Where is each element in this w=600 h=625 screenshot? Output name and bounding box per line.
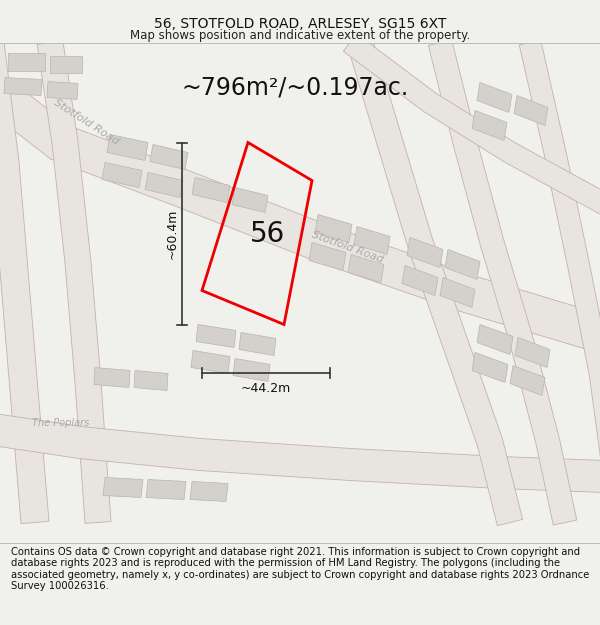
Text: Map shows position and indicative extent of the property.: Map shows position and indicative extent… [130,29,470,42]
Polygon shape [0,412,600,494]
Text: ~60.4m: ~60.4m [166,208,179,259]
Polygon shape [4,78,42,96]
Polygon shape [347,39,523,526]
Polygon shape [102,162,142,188]
Polygon shape [440,278,475,308]
Polygon shape [191,351,230,374]
Polygon shape [196,324,236,348]
Text: ~796m²/~0.197ac.: ~796m²/~0.197ac. [181,76,409,99]
Polygon shape [232,188,268,213]
Polygon shape [407,238,443,268]
Polygon shape [428,39,577,525]
Polygon shape [510,366,545,396]
Polygon shape [515,338,550,367]
Polygon shape [472,111,507,141]
Polygon shape [146,479,186,499]
Polygon shape [103,478,143,498]
Polygon shape [239,332,276,356]
Polygon shape [519,40,600,484]
Polygon shape [37,41,111,523]
Polygon shape [445,249,480,279]
Polygon shape [107,134,148,161]
Text: Stotfold Road: Stotfold Road [52,98,121,148]
Polygon shape [47,81,78,99]
Polygon shape [514,96,548,126]
Polygon shape [477,324,513,354]
Text: The Poplars: The Poplars [32,418,89,428]
Polygon shape [134,371,168,391]
Text: ~44.2m: ~44.2m [241,382,291,395]
Text: Stotfold Road: Stotfold Road [310,230,385,265]
Polygon shape [94,368,130,388]
Text: Contains OS data © Crown copyright and database right 2021. This information is : Contains OS data © Crown copyright and d… [11,547,589,591]
Polygon shape [354,226,390,254]
Polygon shape [315,214,352,243]
Polygon shape [192,177,230,202]
Polygon shape [477,82,512,112]
Polygon shape [472,352,508,382]
Polygon shape [145,173,183,198]
Text: 56: 56 [250,221,286,249]
Polygon shape [348,254,384,282]
Polygon shape [190,481,228,501]
Polygon shape [0,41,49,524]
Text: 56, STOTFOLD ROAD, ARLESEY, SG15 6XT: 56, STOTFOLD ROAD, ARLESEY, SG15 6XT [154,17,446,31]
Polygon shape [50,56,82,72]
Polygon shape [402,266,438,296]
Polygon shape [150,144,188,169]
Polygon shape [343,34,600,222]
Polygon shape [233,359,270,381]
Polygon shape [8,52,45,71]
Polygon shape [0,58,600,361]
Polygon shape [309,242,346,271]
